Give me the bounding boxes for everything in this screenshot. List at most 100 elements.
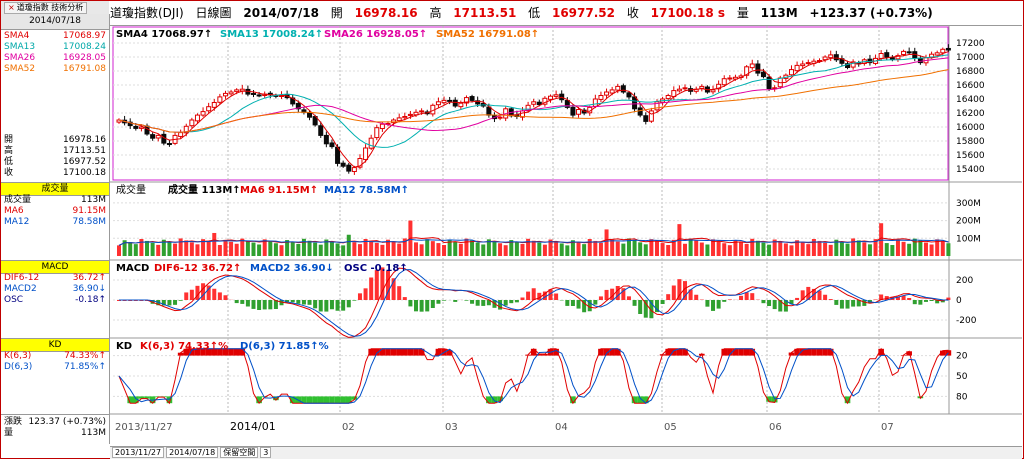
candle xyxy=(458,102,464,108)
volume-bar xyxy=(632,240,637,256)
osc-bar xyxy=(167,300,172,306)
volume-bar xyxy=(739,242,744,256)
kd-overbought-fill xyxy=(811,348,817,356)
osc-bar xyxy=(935,300,940,304)
osc-bar xyxy=(800,290,805,300)
range-start-select[interactable]: 2013/11/27 xyxy=(112,447,165,458)
x-tick-label: 02 xyxy=(342,422,355,433)
osc-bar xyxy=(839,300,844,309)
osc-bar xyxy=(856,300,861,307)
volume-bar xyxy=(750,238,755,256)
osc-bar xyxy=(178,300,183,301)
candle xyxy=(564,100,570,108)
volume-bar xyxy=(430,241,435,256)
volume-bar xyxy=(133,244,138,256)
quote-date: 2014/07/18 xyxy=(243,6,319,20)
volume-bar xyxy=(341,245,346,256)
kd-overbought-fill xyxy=(222,348,229,356)
volume-bar xyxy=(346,234,351,256)
osc-bar xyxy=(895,296,900,300)
osc-bar xyxy=(845,300,850,309)
volume-bar xyxy=(867,244,872,256)
osc-bar xyxy=(195,285,200,300)
price-legend-4: SMA52 16791.08↑ xyxy=(436,29,539,40)
volume-bar xyxy=(391,241,396,256)
candle xyxy=(766,76,772,89)
count-field[interactable]: 3 xyxy=(260,447,272,458)
candle xyxy=(626,92,632,98)
candle xyxy=(531,101,537,105)
osc-bar xyxy=(201,283,206,300)
osc-bar xyxy=(688,289,693,300)
volume-bar xyxy=(817,240,822,256)
tab-dji-analysis[interactable]: × 道瓊指數 技術分析 xyxy=(4,2,88,14)
volume-bar xyxy=(671,239,676,256)
volume-bar xyxy=(722,243,727,256)
kd-overbought-fill xyxy=(794,348,800,356)
volume-bar xyxy=(447,239,452,256)
kd-overbought-fill xyxy=(788,352,795,356)
kd-overbought-fill xyxy=(827,348,834,356)
osc-bar xyxy=(503,300,508,306)
volume-bar xyxy=(621,243,626,256)
volume-bar xyxy=(711,239,716,256)
vol-label: 成交量 xyxy=(4,195,32,205)
tab-close-icon[interactable]: × xyxy=(8,3,15,12)
candle xyxy=(884,52,890,58)
macd-label: OSC xyxy=(4,295,24,305)
vol-legend-1: 成交量 xyxy=(116,183,146,196)
osc-bar xyxy=(907,298,912,300)
range-end-select[interactable]: 2014/07/18 xyxy=(166,447,219,458)
chart-area[interactable]: 2013/11/27 2014/01 02 03 04 05 06 07 15400 15600 1… xyxy=(110,26,1022,446)
vol-row: MA6 91.15M xyxy=(1,206,109,217)
volume-bar xyxy=(436,243,441,256)
sma-value: 16928.05 xyxy=(63,53,106,63)
kd-oversold-fill xyxy=(312,396,318,404)
price-tick-label: 15400 xyxy=(956,165,985,175)
osc-bar xyxy=(514,300,519,303)
volume-bar xyxy=(296,243,301,256)
volume-bar xyxy=(301,238,306,256)
candle xyxy=(665,95,671,100)
kd-oversold-fill xyxy=(570,396,576,404)
close-label: 收 xyxy=(626,6,639,20)
ohlc-label: 開 xyxy=(4,135,14,145)
candle xyxy=(407,113,413,116)
volume-bar xyxy=(559,243,564,256)
kd-oversold-fill xyxy=(127,396,134,404)
candle xyxy=(441,99,447,104)
kd-oversold-fill xyxy=(766,396,772,402)
candle xyxy=(374,127,380,139)
kd-label: K(6,3) xyxy=(4,351,32,361)
volume-bar xyxy=(234,243,239,256)
mode-toggle[interactable]: 保留空間 xyxy=(220,447,259,458)
low-label: 低 xyxy=(528,6,541,20)
price-tick-label: 16800 xyxy=(956,67,985,77)
kd-oversold-fill xyxy=(256,396,262,404)
candle xyxy=(323,134,329,145)
volume-bar xyxy=(397,243,402,256)
candle xyxy=(755,63,761,74)
kd-overbought-fill xyxy=(194,348,201,356)
price-panel-frame xyxy=(112,26,949,181)
kd-overbought-fill xyxy=(530,348,537,356)
volume-bar xyxy=(285,240,290,256)
volume-bar xyxy=(514,242,519,256)
x-tick-label: 06 xyxy=(769,422,782,433)
volume-bar xyxy=(783,243,788,256)
volume-bar xyxy=(453,241,458,256)
candle xyxy=(721,78,727,86)
candle xyxy=(878,53,884,59)
candle xyxy=(744,66,750,76)
volume-bar xyxy=(570,240,575,256)
x-tick-label: 2014/01 xyxy=(230,420,276,433)
change-value: +123.37 (+0.73%) xyxy=(809,6,933,20)
kd-overbought-fill xyxy=(738,348,744,356)
quote-header: 道瓊指數(DJI) 日線圖 2014/07/18 開 16978.16 高 17… xyxy=(110,1,1022,26)
candle xyxy=(901,50,907,56)
kd-oversold-fill xyxy=(497,396,503,402)
volume-bar xyxy=(206,241,211,256)
volume-bar xyxy=(923,242,928,256)
kd-overbought-fill xyxy=(682,348,688,356)
osc-bar xyxy=(217,292,222,300)
